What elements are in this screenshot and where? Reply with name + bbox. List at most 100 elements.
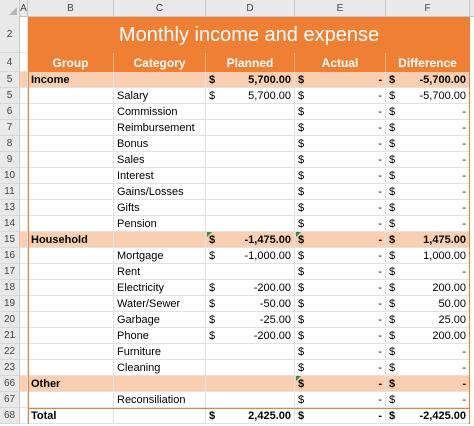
- category-cell[interactable]: Gains/Losses: [114, 184, 206, 200]
- planned-cell[interactable]: [206, 360, 295, 376]
- actual-cell[interactable]: $ -: [295, 360, 386, 376]
- row-number[interactable]: 7: [0, 120, 20, 136]
- column-header-b[interactable]: B: [28, 0, 114, 17]
- row-number[interactable]: 22: [0, 344, 20, 360]
- row-number[interactable]: 17: [0, 264, 20, 280]
- category-cell[interactable]: [114, 376, 206, 392]
- planned-cell[interactable]: $5,700.00: [206, 72, 295, 88]
- row-number[interactable]: 4: [0, 53, 20, 72]
- planned-cell[interactable]: [206, 216, 295, 232]
- planned-cell[interactable]: $5,700.00: [206, 88, 295, 104]
- planned-cell[interactable]: $ -200.00: [206, 328, 295, 344]
- group-cell[interactable]: [28, 200, 114, 216]
- group-cell[interactable]: [28, 104, 114, 120]
- category-cell[interactable]: [114, 408, 206, 424]
- column-a-cell[interactable]: [20, 328, 28, 344]
- planned-cell[interactable]: [206, 264, 295, 280]
- category-cell[interactable]: Cleaning: [114, 360, 206, 376]
- group-cell[interactable]: [28, 280, 114, 296]
- difference-cell[interactable]: $ -: [386, 376, 470, 392]
- row-number[interactable]: 21: [0, 328, 20, 344]
- difference-cell[interactable]: $ -5,700.00: [386, 88, 470, 104]
- group-cell[interactable]: [28, 184, 114, 200]
- column-a-cell[interactable]: [20, 200, 28, 216]
- row-number[interactable]: 5: [0, 72, 20, 88]
- difference-cell[interactable]: $50.00: [386, 296, 470, 312]
- column-a-cell[interactable]: [20, 360, 28, 376]
- row-number[interactable]: 11: [0, 184, 20, 200]
- group-cell[interactable]: [28, 136, 114, 152]
- actual-cell[interactable]: $ -: [295, 216, 386, 232]
- category-cell[interactable]: Garbage: [114, 312, 206, 328]
- column-a-cell[interactable]: [20, 280, 28, 296]
- difference-cell[interactable]: $ -: [386, 264, 470, 280]
- group-cell[interactable]: [28, 88, 114, 104]
- actual-cell[interactable]: $ -: [295, 312, 386, 328]
- actual-cell[interactable]: $ -: [295, 104, 386, 120]
- column-a-cell[interactable]: [20, 168, 28, 184]
- difference-cell[interactable]: $200.00: [386, 280, 470, 296]
- difference-cell[interactable]: $200.00: [386, 328, 470, 344]
- category-cell[interactable]: Sales: [114, 152, 206, 168]
- planned-cell[interactable]: [206, 152, 295, 168]
- row-number[interactable]: 23: [0, 360, 20, 376]
- group-cell[interactable]: [28, 360, 114, 376]
- column-a-cell[interactable]: [20, 104, 28, 120]
- actual-cell[interactable]: $ -: [295, 248, 386, 264]
- difference-cell[interactable]: $ -: [386, 392, 470, 408]
- group-cell[interactable]: [28, 344, 114, 360]
- row-number[interactable]: 16: [0, 248, 20, 264]
- group-cell[interactable]: [28, 328, 114, 344]
- column-a-cell[interactable]: [20, 312, 28, 328]
- row-number[interactable]: 2: [0, 17, 20, 53]
- category-cell[interactable]: Bonus: [114, 136, 206, 152]
- category-cell[interactable]: [114, 232, 206, 248]
- row-number[interactable]: 13: [0, 200, 20, 216]
- column-a-cell[interactable]: [20, 232, 28, 248]
- actual-cell[interactable]: $ -: [295, 392, 386, 408]
- planned-cell[interactable]: [206, 392, 295, 408]
- column-a-cell[interactable]: [20, 72, 28, 88]
- column-a-cell[interactable]: [20, 17, 28, 53]
- row-number[interactable]: 67: [0, 392, 20, 408]
- row-number[interactable]: 10: [0, 168, 20, 184]
- group-cell[interactable]: [28, 264, 114, 280]
- actual-cell[interactable]: $ -: [295, 280, 386, 296]
- category-cell[interactable]: Electricity: [114, 280, 206, 296]
- difference-cell[interactable]: $ -: [386, 360, 470, 376]
- group-cell[interactable]: [28, 248, 114, 264]
- difference-cell[interactable]: $ -: [386, 184, 470, 200]
- planned-cell[interactable]: [206, 120, 295, 136]
- difference-cell[interactable]: $ -: [386, 168, 470, 184]
- planned-cell[interactable]: [206, 136, 295, 152]
- planned-cell[interactable]: $ -50.00: [206, 296, 295, 312]
- sheet-title[interactable]: Monthly income and expense: [28, 17, 470, 53]
- row-number[interactable]: 14: [0, 216, 20, 232]
- planned-cell[interactable]: $ -1,000.00: [206, 248, 295, 264]
- header-actual[interactable]: Actual: [295, 53, 386, 72]
- row-number[interactable]: 9: [0, 152, 20, 168]
- group-cell[interactable]: [28, 296, 114, 312]
- group-cell[interactable]: Total: [28, 408, 114, 424]
- select-all-corner[interactable]: [0, 0, 20, 17]
- planned-cell[interactable]: $ -200.00: [206, 280, 295, 296]
- actual-cell[interactable]: $ -: [295, 200, 386, 216]
- difference-cell[interactable]: $1,000.00: [386, 248, 470, 264]
- category-cell[interactable]: [114, 72, 206, 88]
- header-group[interactable]: Group: [28, 53, 114, 72]
- column-header-a[interactable]: A: [20, 0, 28, 17]
- row-number[interactable]: 66: [0, 376, 20, 392]
- row-number[interactable]: 18: [0, 280, 20, 296]
- group-cell[interactable]: [28, 392, 114, 408]
- difference-cell[interactable]: $ -5,700.00: [386, 72, 470, 88]
- actual-cell[interactable]: $ -: [295, 136, 386, 152]
- planned-cell[interactable]: [206, 376, 295, 392]
- actual-cell[interactable]: $ -: [295, 120, 386, 136]
- category-cell[interactable]: Pension: [114, 216, 206, 232]
- row-number[interactable]: 5: [0, 88, 20, 104]
- category-cell[interactable]: Commission: [114, 104, 206, 120]
- actual-cell[interactable]: $ -: [295, 264, 386, 280]
- difference-cell[interactable]: $ -: [386, 200, 470, 216]
- difference-cell[interactable]: $1,475.00: [386, 232, 470, 248]
- column-header-f[interactable]: F: [386, 0, 470, 17]
